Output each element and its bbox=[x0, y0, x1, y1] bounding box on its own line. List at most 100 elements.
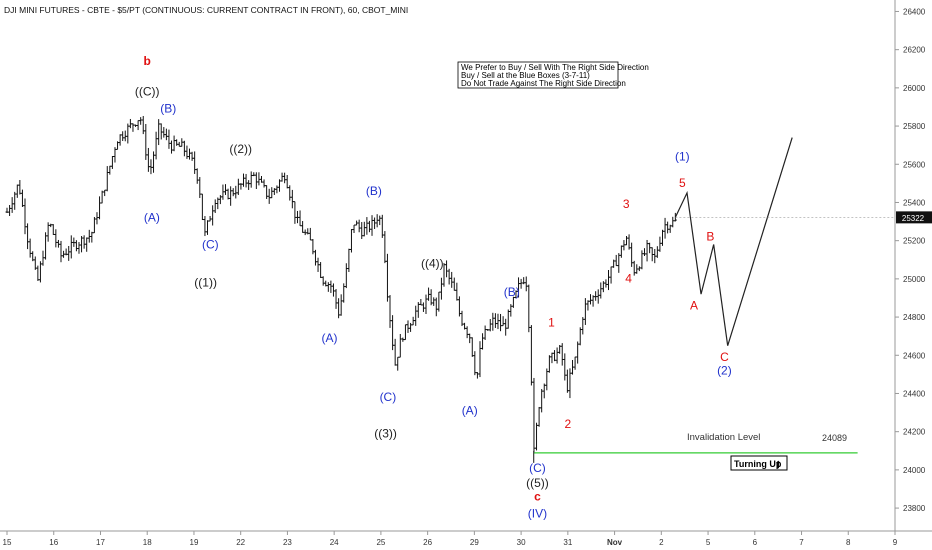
wave-label: (B) bbox=[366, 184, 382, 198]
price-bar bbox=[527, 284, 531, 333]
x-tick-label: 6 bbox=[753, 538, 758, 547]
price-bar bbox=[324, 280, 328, 287]
x-tick-label: 7 bbox=[799, 538, 804, 547]
note-line: We Prefer to Buy / Sell With The Right S… bbox=[461, 63, 649, 72]
up-arrow-icon: ⭡ bbox=[775, 460, 781, 471]
price-bar bbox=[414, 305, 418, 326]
price-bar bbox=[419, 299, 423, 306]
price-bar bbox=[46, 222, 50, 242]
price-bar bbox=[123, 130, 127, 142]
price-bar bbox=[252, 172, 256, 177]
price-bar bbox=[113, 147, 117, 163]
x-tick-label: 23 bbox=[283, 538, 292, 547]
price-bar bbox=[121, 131, 125, 141]
price-bar bbox=[146, 147, 150, 172]
price-bar bbox=[290, 189, 294, 209]
price-bar bbox=[100, 190, 104, 204]
price-bar bbox=[380, 214, 384, 238]
price-bar bbox=[293, 201, 297, 224]
x-tick-label: 24 bbox=[330, 538, 339, 547]
price-bar bbox=[501, 316, 505, 327]
price-bar bbox=[180, 138, 184, 147]
price-bar bbox=[74, 240, 78, 252]
wave-label: (A) bbox=[321, 331, 337, 345]
wave-label: 5 bbox=[679, 176, 686, 190]
price-bar bbox=[38, 261, 42, 283]
wave-labels: 25322b((C))(B)(A)((2))(C)((1))(B)(A)((4)… bbox=[135, 54, 932, 521]
price-bar bbox=[463, 322, 467, 330]
price-bar bbox=[272, 188, 276, 195]
price-bar bbox=[229, 186, 233, 206]
y-tick-label: 26400 bbox=[903, 7, 926, 16]
price-bar bbox=[671, 216, 675, 228]
wave-label: (C) bbox=[380, 390, 397, 404]
price-bar bbox=[134, 124, 138, 127]
price-bar bbox=[211, 205, 215, 226]
price-bar bbox=[259, 175, 263, 183]
price-bar bbox=[596, 289, 600, 304]
price-bar bbox=[635, 264, 639, 274]
price-bar bbox=[637, 266, 641, 272]
price-bar bbox=[329, 280, 333, 293]
price-bar bbox=[159, 123, 163, 140]
price-bar bbox=[62, 250, 66, 258]
price-bar bbox=[573, 356, 577, 370]
price-bar bbox=[429, 289, 433, 306]
price-bar bbox=[452, 277, 456, 291]
price-bar bbox=[136, 120, 140, 131]
price-bar bbox=[401, 337, 405, 342]
price-bar bbox=[375, 214, 379, 228]
price-bar bbox=[36, 265, 40, 281]
price-bar bbox=[87, 229, 91, 243]
price-bar bbox=[409, 322, 413, 332]
price-bar bbox=[18, 180, 22, 195]
x-tick-label: 30 bbox=[517, 538, 526, 547]
price-bar bbox=[586, 300, 590, 311]
price-bar bbox=[80, 236, 84, 253]
wave-label: C bbox=[720, 350, 729, 364]
price-bar bbox=[604, 279, 608, 288]
price-bar bbox=[450, 271, 454, 288]
price-bar bbox=[609, 266, 613, 284]
price-bar bbox=[625, 235, 628, 246]
price-bar bbox=[131, 123, 135, 132]
price-bar bbox=[301, 221, 305, 233]
price-bar bbox=[216, 197, 220, 210]
price-bar bbox=[5, 207, 9, 214]
price-bar bbox=[607, 269, 611, 291]
price-bar bbox=[553, 350, 557, 362]
y-tick-label: 26200 bbox=[903, 46, 926, 55]
wave-label: 3 bbox=[623, 197, 630, 211]
price-bar bbox=[28, 238, 32, 258]
price-bar bbox=[560, 343, 564, 366]
price-bar bbox=[162, 127, 166, 138]
price-bar bbox=[141, 115, 145, 135]
projection-line bbox=[674, 137, 793, 346]
wave-label: 1 bbox=[548, 316, 555, 330]
price-bar bbox=[509, 304, 513, 317]
wave-label: A bbox=[690, 298, 698, 312]
price-bar bbox=[98, 196, 102, 220]
price-bar bbox=[519, 278, 523, 289]
wave-label: 2 bbox=[565, 417, 572, 431]
price-bar bbox=[655, 246, 659, 258]
wave-label: (A) bbox=[462, 403, 478, 417]
price-bar bbox=[447, 268, 451, 285]
price-bar bbox=[457, 296, 461, 317]
price-bar bbox=[195, 168, 199, 184]
price-bar bbox=[488, 319, 492, 332]
price-bar bbox=[347, 248, 351, 273]
price-bar bbox=[576, 341, 580, 364]
price-bar bbox=[563, 353, 567, 381]
price-bar bbox=[421, 302, 425, 312]
last-price-label: 25322 bbox=[902, 214, 925, 223]
y-tick-label: 25200 bbox=[903, 237, 926, 246]
price-bar bbox=[170, 140, 174, 154]
x-tick-label: 31 bbox=[563, 538, 572, 547]
wave-label: 4 bbox=[625, 272, 632, 286]
invalidation-label: Invalidation Level bbox=[687, 432, 760, 443]
x-tick-label: 2 bbox=[659, 538, 664, 547]
price-bar bbox=[239, 183, 243, 190]
price-bar bbox=[473, 351, 477, 376]
price-bars bbox=[5, 115, 677, 453]
